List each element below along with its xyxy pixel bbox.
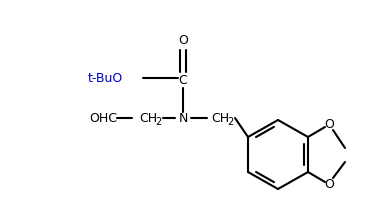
Text: O: O (324, 118, 334, 130)
Text: CH: CH (139, 111, 157, 124)
Text: C: C (179, 73, 188, 87)
Text: N: N (178, 111, 188, 124)
Text: O: O (324, 179, 334, 192)
Text: OHC: OHC (89, 111, 117, 124)
Text: CH: CH (211, 111, 229, 124)
Text: 2: 2 (227, 117, 233, 127)
Text: O: O (178, 34, 188, 46)
Text: 2: 2 (155, 117, 161, 127)
Text: t-BuO: t-BuO (87, 72, 123, 84)
